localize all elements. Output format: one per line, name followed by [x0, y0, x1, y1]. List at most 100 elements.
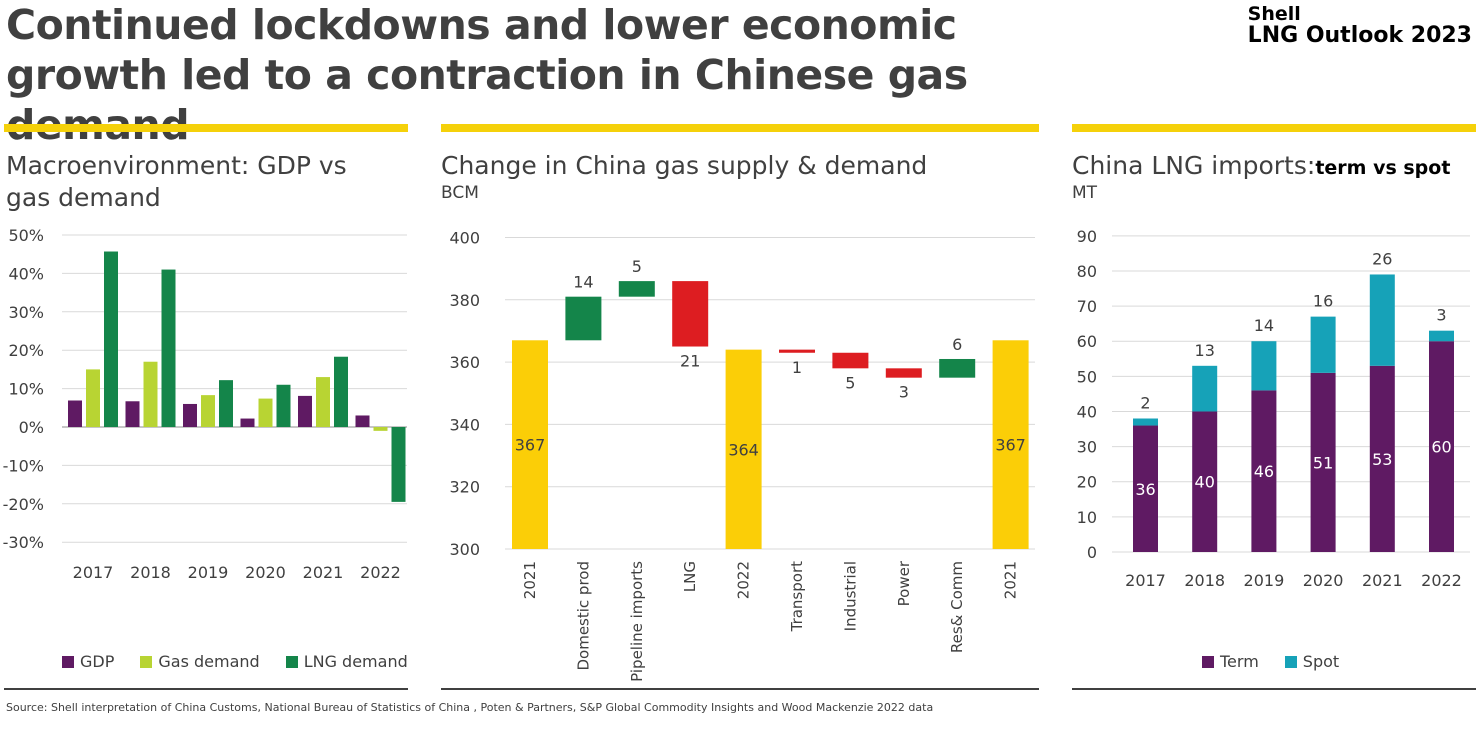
supply-data-label: 6	[952, 335, 962, 354]
supply-data-label: 21	[680, 352, 700, 371]
supply-x-tick: LNG	[681, 561, 699, 592]
supply-bar	[512, 340, 548, 549]
imports-term-label: 40	[1195, 473, 1215, 492]
imports-term-label: 46	[1254, 462, 1274, 481]
imports-spot-label: 13	[1195, 341, 1215, 360]
supply-y-tick: 400	[449, 229, 480, 248]
macro-y-tick: -10%	[3, 456, 44, 475]
macro-bar	[355, 415, 370, 427]
imports-y-tick: 10	[1077, 508, 1097, 527]
imports-x-tick: 2018	[1184, 571, 1225, 590]
supply-bar	[939, 358, 976, 378]
panel-divider-supply	[441, 688, 1039, 690]
supply-bar	[672, 281, 709, 347]
supply-x-tick: 2021	[521, 561, 539, 599]
imports-y-tick: 40	[1077, 402, 1097, 421]
brand-line-2: LNG Outlook 2023	[1247, 23, 1472, 48]
macro-bar	[391, 427, 406, 502]
supply-y-tick: 360	[449, 353, 480, 372]
supply-y-tick: 340	[449, 415, 480, 434]
macro-y-tick: 10%	[8, 380, 44, 399]
supply-data-label: 5	[632, 257, 642, 276]
imports-term-bar	[1429, 341, 1454, 552]
legend-item: Spot	[1284, 652, 1340, 671]
supply-data-label: 3	[899, 383, 909, 402]
legend-swatch	[1202, 655, 1214, 668]
legend-swatch	[62, 655, 74, 668]
imports-spot-label: 26	[1372, 249, 1392, 268]
macro-bar	[68, 400, 82, 427]
macro-bar	[258, 398, 273, 427]
macro-bar	[298, 395, 312, 427]
panel-accent-bar-macro	[4, 124, 408, 132]
macro-y-tick: 50%	[8, 226, 44, 245]
supply-bar	[779, 349, 815, 353]
macro-bar	[161, 269, 176, 427]
macro-x-tick: 2017	[73, 563, 114, 582]
legend-item: Gas demand	[140, 652, 260, 671]
imports-y-tick: 90	[1077, 227, 1097, 246]
legend-label: Term	[1220, 652, 1259, 671]
supply-bar	[885, 368, 922, 378]
imports-x-tick: 2022	[1421, 571, 1462, 590]
macro-bar	[316, 377, 330, 427]
imports-y-tick: 50	[1077, 367, 1097, 386]
legend-swatch	[1284, 655, 1297, 668]
macro-bar	[240, 418, 255, 427]
imports-spot-label: 3	[1436, 306, 1446, 325]
legend-item: Term	[1202, 652, 1259, 671]
imports-spot-bar	[1369, 274, 1395, 366]
supply-bar	[725, 349, 762, 549]
macro-y-tick: 20%	[8, 341, 44, 360]
imports-spot-bar	[1429, 330, 1454, 342]
supply-data-label: 1	[792, 358, 802, 377]
imports-unit: MT	[1072, 183, 1098, 203]
macro-x-tick: 2021	[303, 563, 344, 582]
macro-y-tick: 0%	[19, 418, 44, 437]
supply-title: Change in China gas supply & demand	[441, 151, 928, 180]
imports-x-tick: 2019	[1244, 571, 1285, 590]
imports-spot-label: 16	[1313, 292, 1333, 311]
legend-label: Gas demand	[158, 652, 260, 671]
imports-term-bar	[1310, 372, 1336, 552]
imports-term-bar	[1369, 365, 1395, 552]
supply-x-tick: Pipeline imports	[628, 561, 646, 682]
legend-label: Spot	[1302, 652, 1340, 671]
macro-x-tick: 2018	[130, 563, 171, 582]
imports-term-label: 60	[1431, 438, 1451, 457]
supply-x-tick: Domestic prod	[574, 561, 592, 671]
macro-bar	[183, 403, 197, 427]
imports-spot-bar	[1133, 418, 1158, 426]
macro-y-tick: -30%	[3, 533, 44, 552]
imports-y-tick: 70	[1077, 297, 1097, 316]
supply-x-tick: Industrial	[841, 561, 859, 631]
supply-data-label: 364	[728, 440, 759, 459]
supply-data-label: 5	[845, 373, 855, 392]
supply-y-tick: 320	[449, 478, 480, 497]
imports-term-bar	[1192, 411, 1218, 552]
legend-label: LNG demand	[303, 652, 408, 671]
macro-bar	[143, 361, 158, 427]
imports-y-tick: 60	[1077, 332, 1097, 351]
macro-y-tick: -20%	[3, 495, 44, 514]
imports-y-tick: 20	[1077, 473, 1097, 492]
imports-spot-bar	[1310, 316, 1336, 373]
page-title: Continued lockdowns and lower economic g…	[6, 1, 968, 149]
imports-term-label: 53	[1372, 450, 1392, 469]
imports-term-bar	[1133, 425, 1158, 552]
supply-y-tick: 300	[449, 540, 480, 559]
macro-bar	[125, 401, 140, 427]
imports-spot-label: 2	[1140, 394, 1150, 413]
supply-x-tick: Transport	[788, 561, 806, 633]
legend-item: GDP	[62, 652, 114, 671]
legend-swatch	[285, 655, 298, 668]
supply-data-label: 367	[515, 436, 546, 455]
imports-spot-bar	[1251, 341, 1277, 391]
macro-y-tick: 30%	[8, 303, 44, 322]
macro-x-tick: 2022	[360, 563, 401, 582]
panel-accent-bar-imports	[1072, 124, 1476, 132]
supply-x-tick: Power	[895, 560, 913, 606]
supply-bar	[832, 352, 869, 369]
supply-y-tick: 380	[449, 291, 480, 310]
macro-bar	[276, 384, 291, 427]
